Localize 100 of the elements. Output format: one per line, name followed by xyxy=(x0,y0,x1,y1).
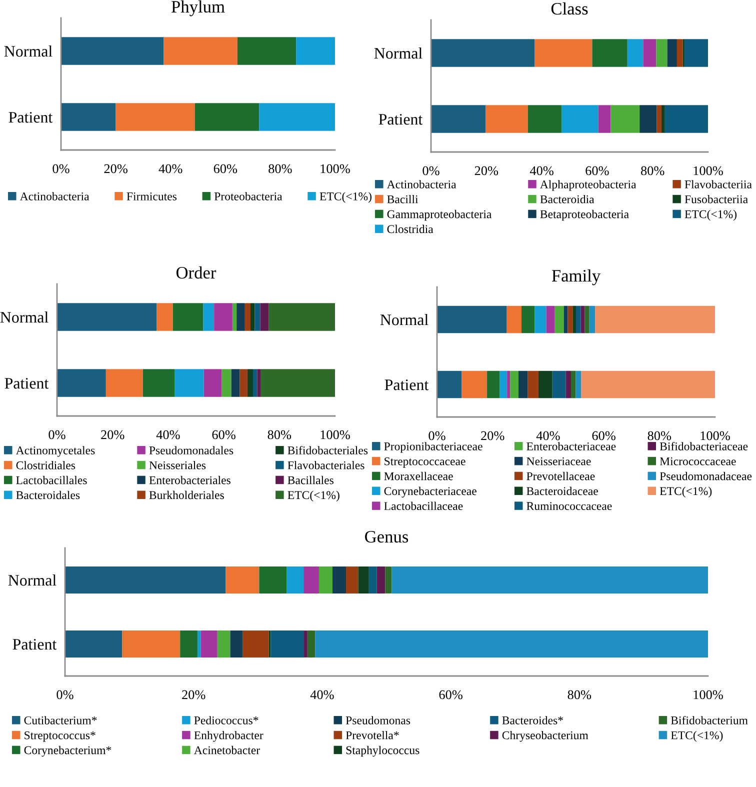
bar xyxy=(200,630,218,658)
bar xyxy=(116,103,195,131)
bar xyxy=(304,630,308,658)
bar xyxy=(315,630,708,658)
bar xyxy=(65,566,226,594)
x-tick-label: 20% xyxy=(474,166,498,176)
x-tick-label: 40% xyxy=(158,164,182,174)
legend-label: Enterobacteriales xyxy=(149,476,230,484)
bar xyxy=(431,39,535,67)
bar xyxy=(156,303,173,331)
x-tick-label: 20% xyxy=(182,690,206,700)
bar xyxy=(640,105,657,133)
chart-title: Order xyxy=(176,266,216,279)
bar xyxy=(259,103,335,131)
bar xyxy=(518,370,528,398)
y-tick-label: Patient xyxy=(4,378,49,389)
legend-label: Chryseobacterium xyxy=(502,730,588,742)
legend-label: Clostridiales xyxy=(16,461,76,470)
x-tick-label: 100% xyxy=(694,690,723,700)
legend-label: Pseudomonas xyxy=(346,716,410,724)
bar xyxy=(203,303,214,331)
bar xyxy=(358,566,368,594)
bar xyxy=(172,303,204,331)
legend-label: Gammaproteobacteria xyxy=(387,210,492,221)
bar xyxy=(581,370,715,398)
bar xyxy=(57,369,106,397)
bar xyxy=(656,39,668,67)
legend-label: Corynebacteriaceae xyxy=(384,486,476,498)
bar xyxy=(676,39,683,67)
bar xyxy=(230,630,242,658)
bar xyxy=(437,306,506,334)
bar xyxy=(584,306,590,334)
bar xyxy=(204,369,222,397)
legend-label: Bifidobacteriales xyxy=(288,446,368,454)
legend-label: Proteobacteria xyxy=(214,192,282,200)
bar xyxy=(257,369,260,397)
bar xyxy=(232,303,237,331)
bar xyxy=(236,303,245,331)
x-tick-label: 40% xyxy=(530,166,554,176)
legend-label: Corynebacterium* xyxy=(24,746,112,757)
bar xyxy=(307,630,316,658)
x-tick-label: 40% xyxy=(310,690,334,700)
x-tick-label: 20% xyxy=(104,164,128,174)
bar xyxy=(244,303,250,331)
bar xyxy=(296,37,335,65)
legend-label: Bacteroidales xyxy=(16,490,80,500)
bar xyxy=(385,566,392,594)
bar xyxy=(376,566,386,594)
y-tick-label: Patient xyxy=(384,379,429,390)
legend-label: Clostridia xyxy=(387,224,434,234)
bar xyxy=(254,303,260,331)
legend-label: Propionibacteriaceae xyxy=(384,442,482,453)
legend-label: Burkholderiales xyxy=(149,490,224,500)
bar xyxy=(552,370,566,398)
legend-label: Bacillales xyxy=(288,476,334,484)
y-tick-label: Normal xyxy=(4,45,52,57)
bar xyxy=(194,103,260,131)
bar xyxy=(580,306,585,334)
bar xyxy=(61,37,164,65)
x-tick-label: 80% xyxy=(641,166,664,176)
bar xyxy=(684,39,708,67)
bar xyxy=(346,566,358,594)
x-tick-label: 100% xyxy=(700,431,730,440)
x-tick-label: 100% xyxy=(320,164,350,174)
bar xyxy=(561,105,598,133)
bar xyxy=(392,566,708,594)
bar xyxy=(598,105,611,133)
bar xyxy=(247,369,253,397)
legend-label: Staphylococcus xyxy=(346,746,420,757)
legend-label: Bacilli xyxy=(387,194,418,204)
bar xyxy=(656,105,662,133)
legend-label: Pediococcus* xyxy=(194,716,258,724)
bar xyxy=(486,105,528,133)
bar xyxy=(214,303,232,331)
x-tick-label: 60% xyxy=(592,431,616,440)
y-tick-label: Normal xyxy=(380,314,428,326)
bar xyxy=(174,369,204,397)
x-tick-label: 100% xyxy=(694,166,723,176)
bar xyxy=(506,306,522,334)
bar xyxy=(522,306,535,334)
legend-label: Flavobacteriia xyxy=(684,180,752,188)
x-tick-label: 80% xyxy=(648,431,672,440)
x-tick-label: 0% xyxy=(422,166,440,176)
legend-label: Enhydrobacter xyxy=(194,730,264,742)
bar xyxy=(576,306,581,334)
legend-label: Prevotella* xyxy=(346,730,399,740)
chart-title: Family xyxy=(552,269,601,286)
bar xyxy=(437,370,462,398)
bar xyxy=(332,566,346,594)
bar xyxy=(240,369,248,397)
x-tick-label: 80% xyxy=(268,164,292,174)
bar xyxy=(538,370,552,398)
legend-label: Neisseriaceae xyxy=(526,457,591,466)
y-tick-label: Normal xyxy=(0,311,48,323)
legend-label: Alphaproteobacteria xyxy=(540,180,636,191)
bar xyxy=(664,105,708,133)
legend-label: Streptococcaceae xyxy=(384,457,466,468)
bar xyxy=(534,39,592,67)
bar xyxy=(487,370,500,398)
legend-label: Betaproteobacteria xyxy=(540,210,629,221)
